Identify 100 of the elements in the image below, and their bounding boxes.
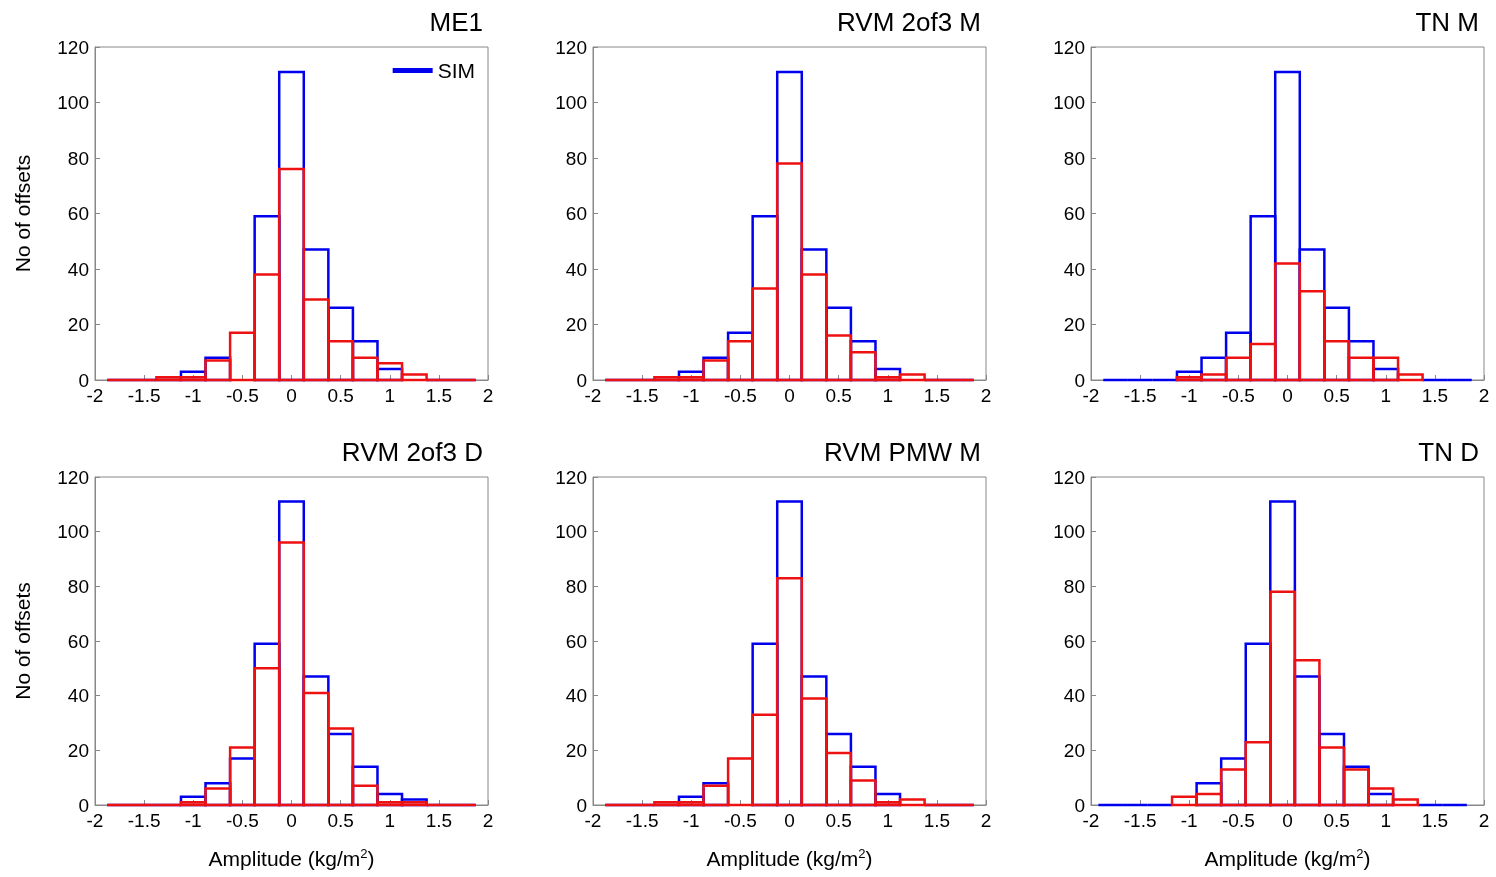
y-tick-label: 0: [1074, 369, 1085, 391]
x-tick-label: -2: [584, 810, 602, 831]
x-tick-label: 0.5: [1323, 810, 1350, 831]
y-tick-label: 0: [576, 369, 587, 391]
y-tick-label: 100: [555, 521, 587, 543]
y-tick-label: 100: [57, 92, 89, 113]
y-tick-label: 20: [67, 739, 89, 761]
y-tick-label: 80: [565, 575, 587, 597]
x-tick-label: 2: [482, 385, 494, 406]
y-tick-label: 0: [78, 369, 89, 391]
x-tick-label: -1.5: [127, 385, 161, 406]
x-tick-label: -1: [184, 385, 202, 406]
y-tick-label: 80: [565, 147, 587, 169]
x-tick-label: -0.5: [724, 810, 757, 831]
y-tick-label: 60: [1063, 203, 1085, 224]
y-tick-label: 40: [67, 258, 89, 280]
x-tick-label: -1.5: [1123, 385, 1157, 406]
x-tick-label: -1: [682, 385, 700, 406]
chart-title: RVM PMW M: [824, 437, 981, 467]
y-tick-label: 20: [67, 314, 89, 335]
x-tick-label: 1.5: [425, 810, 453, 831]
x-tick-label: 0.5: [327, 385, 354, 406]
y-tick-label: 120: [1053, 466, 1085, 488]
y-tick-label: 100: [555, 92, 587, 113]
x-tick-label: 0.5: [1323, 385, 1350, 406]
x-tick-label: -0.5: [1222, 385, 1255, 406]
x-tick-label: 1: [384, 810, 396, 831]
x-tick-label: -0.5: [226, 810, 259, 831]
x-tick-label: -2: [1082, 385, 1100, 406]
y-tick-label: 120: [555, 36, 587, 58]
x-tick-label: -2: [86, 810, 104, 831]
x-tick-label: -1: [1180, 810, 1198, 831]
y-tick-label: 100: [1053, 521, 1085, 543]
chart-title: RVM 2of3 D: [341, 437, 484, 467]
x-tick-label: 0.5: [327, 810, 354, 831]
x-tick-label: 0: [286, 385, 297, 406]
y-tick-label: 120: [555, 466, 587, 488]
y-tick-label: 80: [67, 147, 89, 169]
y-tick-label: 120: [1053, 36, 1085, 58]
x-tick-label: -0.5: [226, 385, 259, 406]
y-tick-label: 0: [78, 794, 89, 816]
y-tick-label: 60: [1063, 630, 1085, 652]
legend-label: SIM: [437, 59, 476, 82]
x-tick-label: 1.5: [1421, 810, 1449, 831]
y-tick-label: 100: [1053, 92, 1085, 113]
y-tick-label: 120: [57, 466, 89, 488]
x-tick-label: 2: [980, 385, 992, 406]
y-tick-label: 40: [67, 685, 89, 707]
x-tick-label: -0.5: [1222, 810, 1255, 831]
y-tick-label: 20: [1063, 739, 1085, 761]
x-tick-label: 1.5: [923, 810, 951, 831]
y-tick-label: 100: [57, 521, 89, 543]
y-axis-title: No of offsets: [11, 154, 34, 273]
y-tick-label: 40: [565, 258, 587, 280]
chart-title: ME1: [429, 7, 484, 37]
x-tick-label: 0.5: [825, 810, 852, 831]
x-tick-label: 0: [784, 385, 795, 406]
x-tick-label: -2: [584, 385, 602, 406]
chart-title: TN D: [1418, 437, 1480, 467]
x-tick-label: 1: [882, 810, 894, 831]
y-axis-title: No of offsets: [11, 582, 34, 700]
x-tick-label: -1: [682, 810, 700, 831]
x-tick-label: -1: [184, 810, 202, 831]
y-tick-label: 80: [67, 575, 89, 597]
x-tick-label: 2: [1478, 810, 1490, 831]
y-tick-label: 40: [1063, 685, 1085, 707]
x-tick-label: 1.5: [425, 385, 453, 406]
x-tick-label: -2: [1082, 810, 1100, 831]
y-tick-label: 20: [565, 739, 587, 761]
x-tick-label: 1.5: [1421, 385, 1449, 406]
x-tick-label: -0.5: [724, 385, 757, 406]
y-tick-label: 40: [1063, 258, 1085, 280]
y-tick-label: 60: [67, 630, 89, 652]
x-tick-label: 0: [286, 810, 297, 831]
x-tick-label: 2: [1478, 385, 1490, 406]
x-tick-label: -1.5: [625, 385, 659, 406]
x-tick-label: 2: [980, 810, 992, 831]
x-tick-label: -1.5: [625, 810, 659, 831]
x-tick-label: -1.5: [127, 810, 161, 831]
y-tick-label: 80: [1063, 575, 1085, 597]
y-tick-label: 120: [57, 36, 89, 58]
chart-title: RVM 2of3 M: [836, 7, 981, 37]
y-tick-label: 20: [1063, 314, 1085, 335]
x-tick-label: -2: [86, 385, 104, 406]
x-tick-label: 0: [1282, 810, 1293, 831]
x-tick-label: -1: [1180, 385, 1198, 406]
y-tick-label: 20: [565, 314, 587, 335]
x-tick-label: 1: [1380, 385, 1392, 406]
chart-title: TN M: [1415, 7, 1480, 37]
y-tick-label: 40: [565, 685, 587, 707]
y-tick-label: 0: [576, 794, 587, 816]
x-tick-label: 0: [784, 810, 795, 831]
y-tick-label: 60: [565, 203, 587, 224]
x-tick-label: 0.5: [825, 385, 852, 406]
y-tick-label: 80: [1063, 147, 1085, 169]
y-tick-label: 60: [67, 203, 89, 224]
x-tick-label: 2: [482, 810, 494, 831]
x-tick-label: 1: [384, 385, 396, 406]
x-tick-label: 1: [882, 385, 894, 406]
y-tick-label: 60: [565, 630, 587, 652]
